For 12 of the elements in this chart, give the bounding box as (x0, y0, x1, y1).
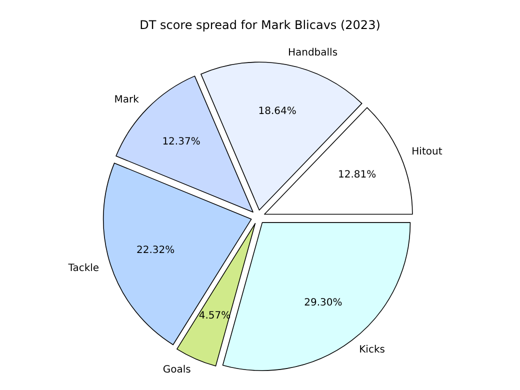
slice-label: Goals (162, 364, 191, 376)
slice-label: Handballs (288, 47, 338, 58)
data-label: 12.81% (338, 170, 376, 181)
data-label: 18.64% (258, 106, 296, 117)
slice-label: Tackle (67, 263, 100, 274)
data-label: 29.30% (304, 297, 342, 308)
data-label: 12.37% (162, 136, 200, 148)
data-label: 22.32% (136, 244, 175, 256)
slice-label: Hitout (412, 146, 442, 158)
slice-label: Kicks (359, 344, 385, 356)
slice-label: Mark (114, 94, 140, 106)
chart-title: DT score spread for Mark Blicavs (2023) (140, 18, 380, 32)
